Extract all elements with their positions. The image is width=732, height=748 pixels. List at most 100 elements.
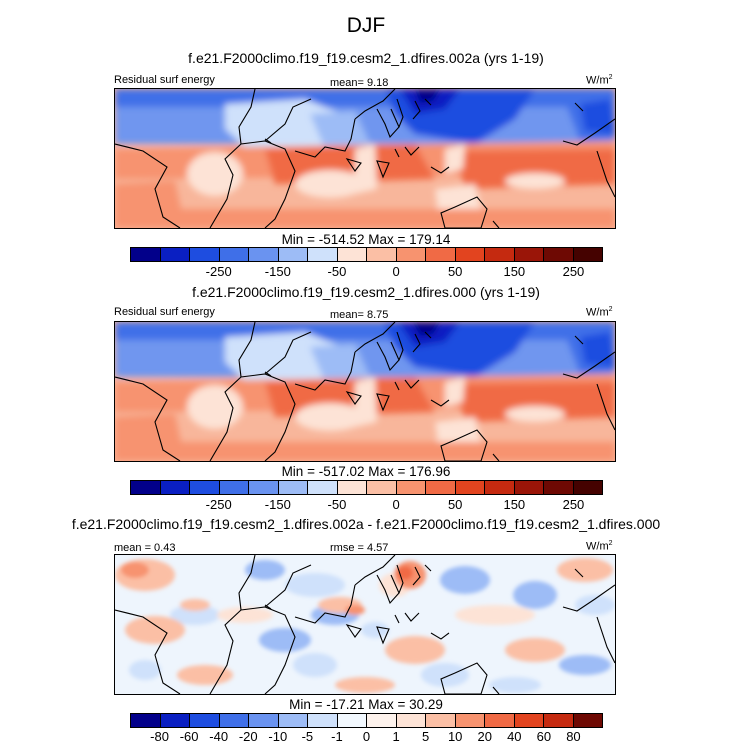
- panel2-variable-label: Residual surf energy: [114, 306, 215, 318]
- colorbar-swatch-4: [249, 481, 279, 494]
- panel1-mean-label: mean= 9.18: [330, 77, 389, 89]
- colorbar-swatch-12: [485, 248, 515, 261]
- colorbar-swatch-6: [308, 714, 338, 727]
- colorbar-tick-label: -40: [209, 729, 229, 744]
- colorbar-swatch-5: [278, 714, 308, 727]
- colorbar-tick-label: 0: [392, 264, 400, 279]
- season-title: DJF: [346, 14, 386, 37]
- colorbar-tick-label: 80: [566, 729, 581, 744]
- colorbar-tick-label: -10: [268, 729, 288, 744]
- panel1-colorbar-ticks: -250 -150 -50 0 50 150 250: [130, 264, 603, 280]
- colorbar-swatch-0: [131, 248, 161, 261]
- colorbar-swatch-0: [131, 714, 161, 727]
- colorbar-tick-label: -80: [150, 729, 169, 744]
- panel3-min-max: Min = -17.21 Max = 30.29: [289, 697, 443, 712]
- colorbar-swatch-13: [514, 248, 544, 261]
- panel3-map: [114, 554, 616, 695]
- panel1-variable-label: Residual surf energy: [114, 74, 215, 86]
- colorbar-swatch-5: [278, 481, 308, 494]
- colorbar-tick-label: 250: [562, 497, 585, 512]
- colorbar-swatch-7: [337, 714, 367, 727]
- panel1-field: [115, 89, 615, 228]
- colorbar-swatch-9: [396, 481, 426, 494]
- colorbar-swatch-3: [219, 714, 249, 727]
- colorbar-swatch-3: [219, 481, 249, 494]
- colorbar-swatch-10: [426, 714, 456, 727]
- colorbar-swatch-4: [249, 248, 279, 261]
- panel2-min-max: Min = -517.02 Max = 176.96: [281, 464, 451, 479]
- colorbar-swatch-14: [544, 248, 574, 261]
- colorbar-swatch-9: [396, 248, 426, 261]
- panel1-map: [114, 88, 616, 229]
- panel2-mean-label: mean= 8.75: [330, 309, 389, 321]
- panel1-min-max: Min = -514.52 Max = 179.14: [281, 232, 451, 247]
- colorbar-swatch-13: [514, 481, 544, 494]
- panel3-title: f.e21.F2000climo.f19_f19.cesm2_1.dfires.…: [71, 516, 661, 532]
- colorbar-tick-label: 50: [447, 264, 463, 279]
- panel2-colorbar: [130, 480, 603, 495]
- colorbar-swatch-1: [160, 248, 190, 261]
- colorbar-tick-label: -1: [331, 729, 343, 744]
- colorbar-swatch-6: [308, 248, 338, 261]
- colorbar-swatch-12: [485, 714, 515, 727]
- colorbar-swatch-3: [219, 248, 249, 261]
- panel3-units-label: W/m2: [586, 540, 613, 553]
- panel1-units-label: W/m2: [586, 74, 613, 87]
- colorbar-swatch-15: [573, 481, 602, 494]
- colorbar-swatch-15: [573, 714, 602, 727]
- colorbar-tick-label: -150: [264, 497, 291, 512]
- panel2-units-label: W/m2: [586, 306, 613, 319]
- colorbar-swatch-12: [485, 481, 515, 494]
- colorbar-swatch-8: [367, 714, 397, 727]
- colorbar-tick-label: -250: [205, 497, 232, 512]
- colorbar-swatch-5: [278, 248, 308, 261]
- colorbar-tick-label: 0: [362, 729, 371, 744]
- colorbar-tick-label: -60: [179, 729, 199, 744]
- colorbar-tick-label: -50: [327, 264, 347, 279]
- panel3-rmse-label: rmse = 4.57: [330, 542, 389, 554]
- colorbar-swatch-7: [337, 248, 367, 261]
- colorbar-swatch-2: [190, 248, 220, 261]
- panel2-map: [114, 321, 616, 462]
- colorbar-tick-label: 10: [447, 729, 463, 744]
- colorbar-tick-label: -20: [238, 729, 258, 744]
- colorbar-swatch-10: [426, 481, 456, 494]
- colorbar-swatch-14: [544, 481, 574, 494]
- colorbar-swatch-8: [367, 248, 397, 261]
- colorbar-tick-label: 1: [392, 729, 400, 744]
- colorbar-tick-label: 60: [536, 729, 552, 744]
- colorbar-swatch-1: [160, 481, 190, 494]
- colorbar-swatch-15: [573, 248, 602, 261]
- colorbar-tick-label: 50: [447, 497, 463, 512]
- colorbar-swatch-4: [249, 714, 279, 727]
- colorbar-swatch-8: [367, 481, 397, 494]
- colorbar-swatch-14: [544, 714, 574, 727]
- colorbar-swatch-9: [396, 714, 426, 727]
- colorbar-tick-label: -50: [327, 497, 347, 512]
- colorbar-swatch-1: [160, 714, 190, 727]
- colorbar-tick-label: 20: [477, 729, 492, 744]
- colorbar-swatch-0: [131, 481, 161, 494]
- colorbar-tick-label: 5: [422, 729, 430, 744]
- panel3-colorbar-ticks: -80 -60 -40 -20 -10 -5 -1 0 1 5 10 20 40 60 80: [130, 729, 603, 745]
- panel2-field: [115, 322, 615, 461]
- panel3-colorbar: [130, 713, 603, 728]
- colorbar-swatch-6: [308, 481, 338, 494]
- colorbar-tick-label: 250: [562, 264, 585, 279]
- colorbar-tick-label: 150: [503, 264, 526, 279]
- colorbar-tick-label: 0: [392, 497, 400, 512]
- panel2-title: f.e21.F2000climo.f19_f19.cesm2_1.dfires.…: [192, 284, 540, 300]
- panel3-mean-label: mean = 0.43: [114, 542, 176, 554]
- colorbar-swatch-11: [455, 248, 485, 261]
- colorbar-swatch-7: [337, 481, 367, 494]
- colorbar-swatch-11: [455, 714, 485, 727]
- panel3-field: [115, 555, 615, 694]
- panel1-colorbar: [130, 247, 603, 262]
- panel1-title: f.e21.F2000climo.f19_f19.cesm2_1.dfires.…: [188, 50, 544, 66]
- colorbar-tick-label: 150: [503, 497, 526, 512]
- colorbar-swatch-13: [514, 714, 544, 727]
- colorbar-tick-label: -5: [301, 729, 314, 744]
- panel2-colorbar-ticks: -250 -150 -50 0 50 150 250: [130, 497, 603, 513]
- colorbar-swatch-10: [426, 248, 456, 261]
- colorbar-swatch-11: [455, 481, 485, 494]
